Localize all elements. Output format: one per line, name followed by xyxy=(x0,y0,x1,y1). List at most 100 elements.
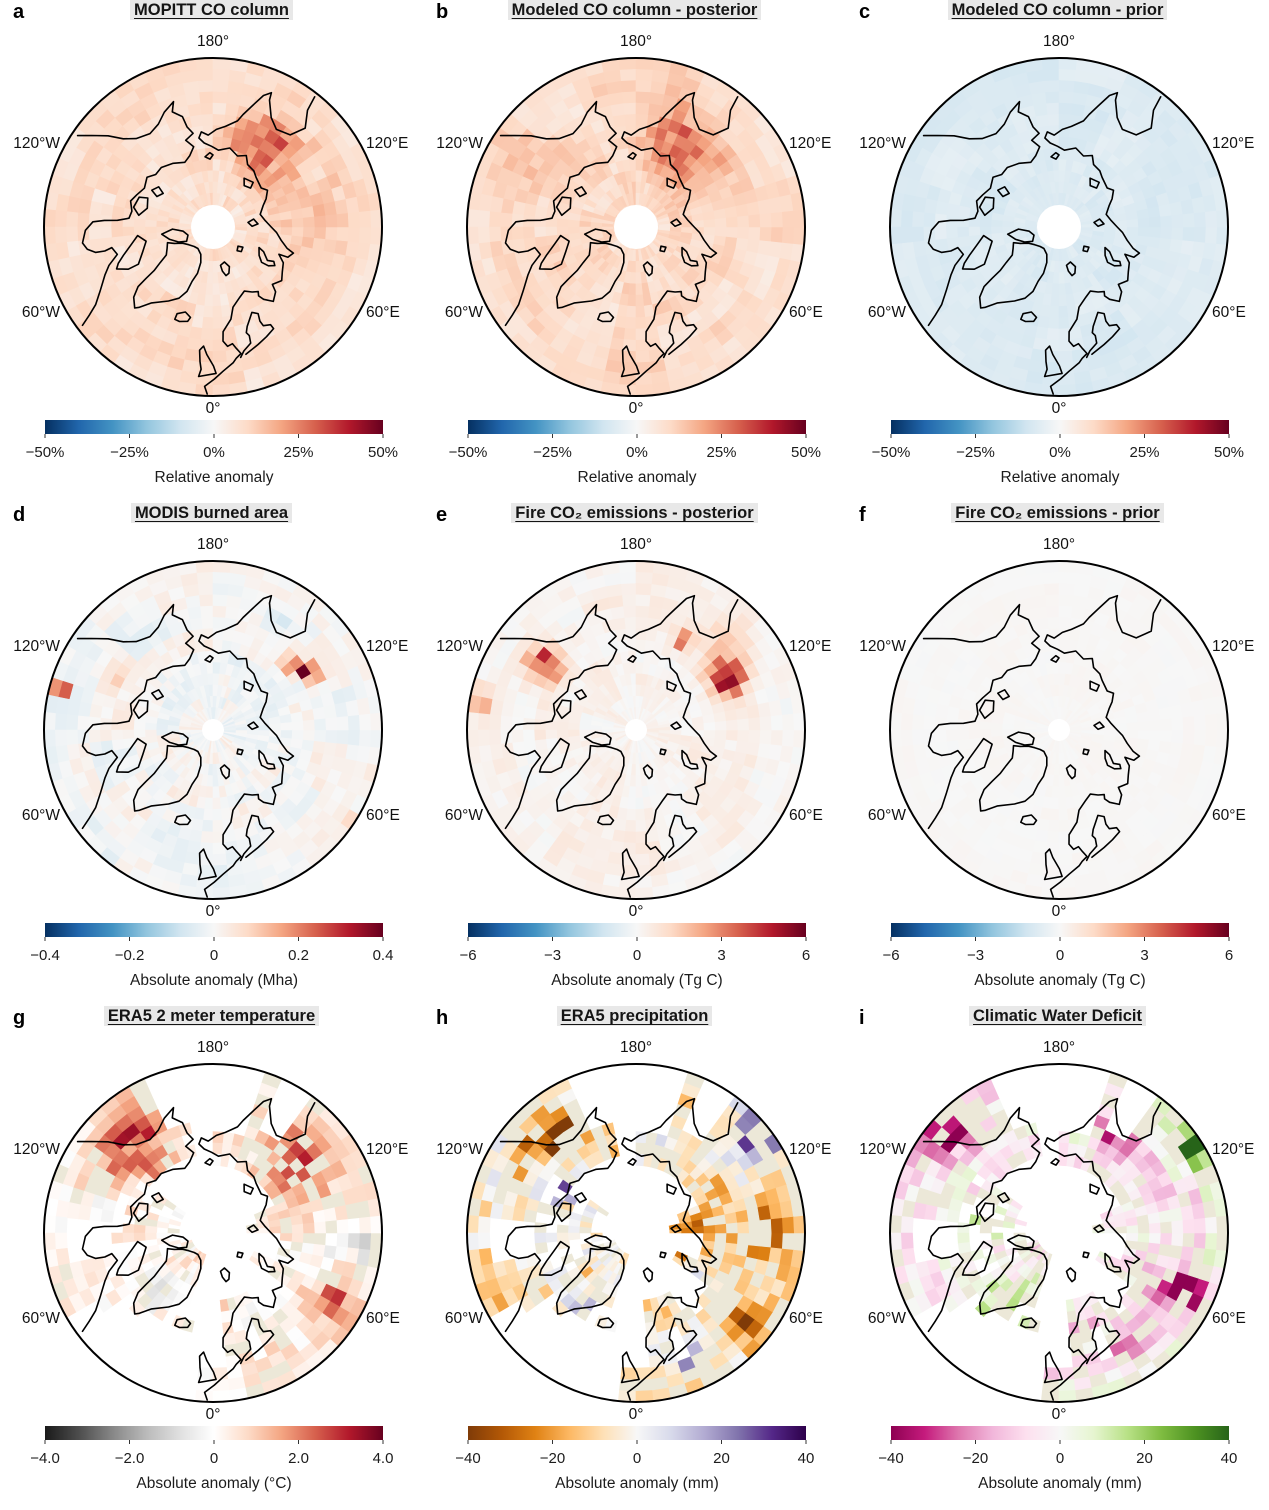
coastlines xyxy=(76,594,316,898)
meridian-label-120e: 120°E xyxy=(1212,135,1254,152)
colorbar-tick-label: −25% xyxy=(533,444,572,461)
map-panel-d: d MODIS burned area 180° 120°W 120°E 60°… xyxy=(0,503,423,1006)
map-layers xyxy=(889,57,1229,397)
meridian-label-120e: 120°E xyxy=(366,135,408,152)
meridian-label-60e: 60°E xyxy=(366,807,400,824)
meridian-label-120e: 120°E xyxy=(1212,1141,1254,1158)
colorbar-tick-label: 2.0 xyxy=(288,1450,309,1467)
colorbar-tick-label: 0.4 xyxy=(373,947,394,964)
anomaly-grid xyxy=(890,561,1228,899)
meridian-label-120e: 120°E xyxy=(366,638,408,655)
map-boundary xyxy=(43,1063,383,1403)
colorbar-axis-label: Relative anomaly xyxy=(578,469,697,486)
polar-map: 180° 120°W 120°E 60°W 60°E 0° −0.4 −0.2 0 0… xyxy=(13,536,408,989)
colorbar-tick-label: −6 xyxy=(882,947,899,964)
colorbar-axis-label: Relative anomaly xyxy=(1001,469,1120,486)
anomaly-grid xyxy=(44,561,382,899)
polar-map: 180° 120°W 120°E 60°W 60°E 0° −6 −3 0 3 6 Ab… xyxy=(436,536,831,989)
meridian-label-120w: 120°W xyxy=(13,1141,60,1158)
coastlines xyxy=(922,594,1162,898)
meridian-label-0: 0° xyxy=(629,1406,644,1423)
meridian-label-60e: 60°E xyxy=(789,304,823,321)
colorbar-axis-label: Absolute anomaly (mm) xyxy=(978,1475,1142,1492)
meridian-label-120e: 120°E xyxy=(789,1141,831,1158)
map-layers xyxy=(43,560,383,900)
meridian-label-60w: 60°W xyxy=(22,1310,60,1327)
colorbar-ticks: −50% −25% 0% 25% 50% xyxy=(26,434,398,461)
map-layers xyxy=(466,57,806,397)
map-layers xyxy=(466,1063,806,1403)
map-panel-c: c Modeled CO column - prior 180° 120°W 1… xyxy=(846,0,1269,503)
polar-map: 180° 120°W 120°E 60°W 60°E 0° −4.0 −2.0 0 2… xyxy=(13,1039,408,1492)
meridian-label-60w: 60°W xyxy=(22,304,60,321)
anomaly-grid xyxy=(44,58,382,396)
meridian-label-120w: 120°W xyxy=(859,638,906,655)
coastlines xyxy=(499,594,739,898)
polar-map: 180° 120°W 120°E 60°W 60°E 0° −50% −25% 0%… xyxy=(13,33,408,486)
colorbar-tick-label: −20 xyxy=(540,1450,565,1467)
anomaly-grid xyxy=(44,1071,382,1402)
panel-letter: c xyxy=(859,1,871,23)
colorbar-tick-label: −50% xyxy=(872,444,911,461)
meridian-label-120e: 120°E xyxy=(1212,638,1254,655)
meridian-label-120w: 120°W xyxy=(436,135,483,152)
meridian-label-180: 180° xyxy=(620,536,652,553)
map-boundary xyxy=(466,1063,806,1403)
colorbar-tick-label: 3 xyxy=(1140,947,1148,964)
meridian-label-120w: 120°W xyxy=(859,1141,906,1158)
colorbar-ticks: −4.0 −2.0 0 2.0 4.0 xyxy=(30,1440,393,1467)
colorbar-ticks: −40 −20 0 20 40 xyxy=(455,1440,814,1467)
colorbar-tick-label: 6 xyxy=(1225,947,1233,964)
colorbar-axis-label: Absolute anomaly (Mha) xyxy=(130,972,298,989)
colorbar-tick-label: −3 xyxy=(967,947,984,964)
colorbar-tick-label: −25% xyxy=(110,444,149,461)
meridian-label-60e: 60°E xyxy=(1212,304,1246,321)
meridian-label-120e: 120°E xyxy=(789,135,831,152)
colorbar-tick-label: −3 xyxy=(544,947,561,964)
meridian-label-60e: 60°E xyxy=(1212,1310,1246,1327)
colorbar-axis-label: Absolute anomaly (°C) xyxy=(136,1475,291,1492)
map-panel-b: b Modeled CO column - posterior 180° 120… xyxy=(423,0,846,503)
panel-letter: f xyxy=(859,504,866,526)
meridian-label-180: 180° xyxy=(1043,33,1075,50)
map-layers xyxy=(466,560,806,900)
colorbar-axis-label: Absolute anomaly (mm) xyxy=(555,1475,719,1492)
colorbar-tick-label: −0.2 xyxy=(115,947,145,964)
colorbar-tick-label: 0% xyxy=(626,444,648,461)
meridian-label-120w: 120°W xyxy=(436,1141,483,1158)
colorbar-tick-label: −20 xyxy=(963,1450,988,1467)
meridian-label-120w: 120°W xyxy=(13,135,60,152)
panel-letter: b xyxy=(436,1,449,23)
panel-letter: e xyxy=(436,504,448,526)
colorbar-tick-label: 0 xyxy=(1056,1450,1064,1467)
colorbar-ticks: −0.4 −0.2 0 0.2 0.4 xyxy=(30,937,393,964)
colorbar-gradient xyxy=(45,420,383,434)
meridian-label-0: 0° xyxy=(629,903,644,920)
polar-map: 180° 120°W 120°E 60°W 60°E 0° −50% −25% 0%… xyxy=(436,33,831,486)
panel-letter: i xyxy=(859,1007,865,1029)
panel-letter: g xyxy=(13,1007,26,1029)
polar-map: 180° 120°W 120°E 60°W 60°E 0° −40 −20 0 20 4… xyxy=(436,1039,831,1492)
colorbar-tick-label: 3 xyxy=(717,947,725,964)
colorbar-tick-label: 4.0 xyxy=(373,1450,394,1467)
meridian-label-0: 0° xyxy=(1052,400,1067,417)
panel-letter: h xyxy=(436,1007,449,1029)
colorbar-axis-label: Absolute anomaly (Tg C) xyxy=(974,972,1145,989)
colorbar-tick-label: 40 xyxy=(798,1450,815,1467)
colorbar-gradient xyxy=(45,1426,383,1440)
meridian-label-60w: 60°W xyxy=(445,1310,483,1327)
meridian-label-120e: 120°E xyxy=(789,638,831,655)
colorbar-ticks: −50% −25% 0% 25% 50% xyxy=(449,434,821,461)
colorbar-gradient xyxy=(468,1426,806,1440)
colorbar-ticks: −6 −3 0 3 6 xyxy=(459,937,810,964)
meridian-label-180: 180° xyxy=(620,33,652,50)
colorbar-tick-label: −2.0 xyxy=(115,1450,145,1467)
colorbar-tick-label: 0 xyxy=(1056,947,1064,964)
map-boundary xyxy=(43,560,383,900)
colorbar-tick-label: 0.2 xyxy=(288,947,309,964)
map-layers xyxy=(43,57,383,397)
meridian-label-120w: 120°W xyxy=(13,638,60,655)
anomaly-grid xyxy=(467,1071,805,1402)
colorbar-tick-label: 40 xyxy=(1221,1450,1238,1467)
meridian-label-0: 0° xyxy=(629,400,644,417)
